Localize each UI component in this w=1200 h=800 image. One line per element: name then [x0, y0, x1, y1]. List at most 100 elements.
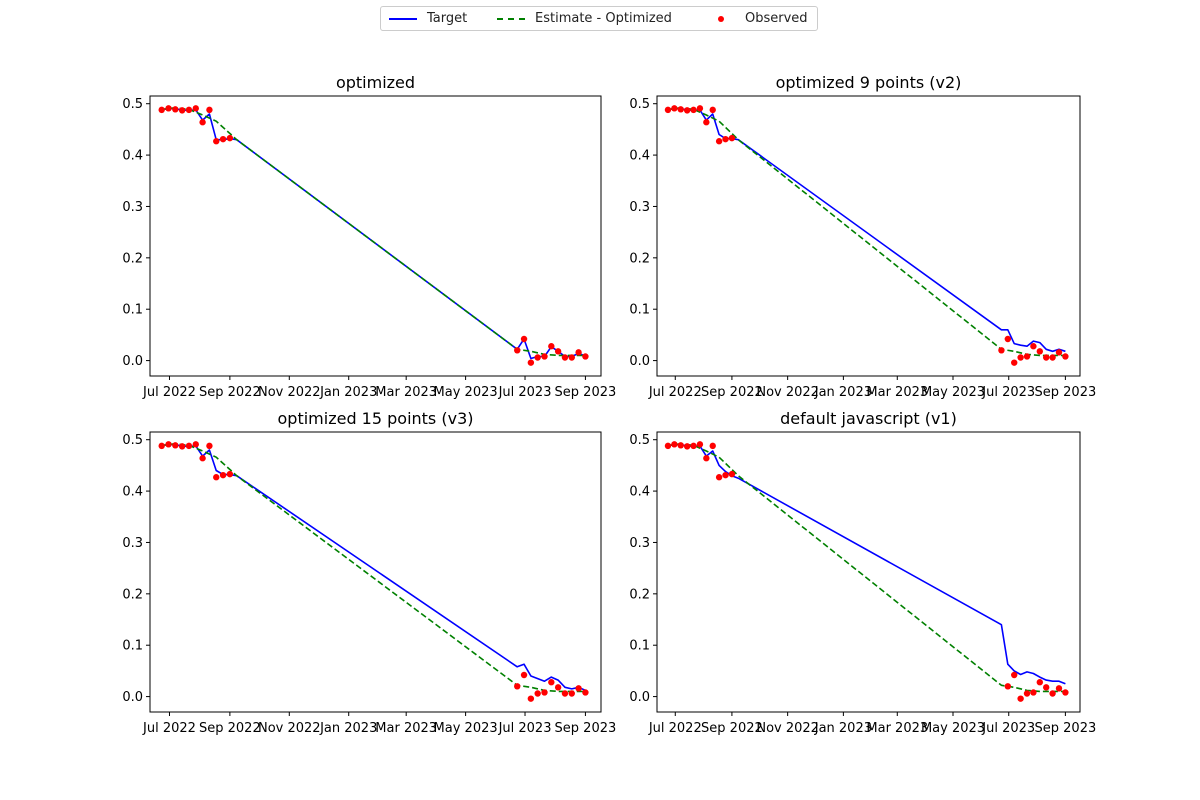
observed-point	[696, 441, 704, 448]
observed-point	[690, 442, 697, 450]
observed-point	[206, 106, 213, 114]
observed-point	[1062, 689, 1069, 696]
observed-point	[1049, 690, 1056, 697]
legend: Target Estimate - Optimized Observed	[380, 6, 818, 31]
observed-point	[709, 106, 716, 114]
x-tick-label: May 2023	[434, 721, 498, 736]
x-tick-label: Sep 2022	[701, 385, 763, 400]
x-tick-label: Mar 2023	[866, 385, 928, 400]
y-tick-label: 0.1	[629, 303, 650, 318]
subplot-4: default javascript (v1) 0.0 0.1 0.2 0.3 0.4 0.…	[629, 409, 1096, 736]
y-tick-label: 0.5	[122, 97, 143, 112]
observed-point	[213, 474, 220, 481]
observed-point	[715, 474, 723, 481]
plot-area	[664, 105, 1069, 366]
observed-point	[561, 690, 569, 697]
observed-point	[213, 138, 220, 145]
x-tick-label: Mar 2023	[375, 385, 437, 400]
observed-point	[178, 107, 186, 114]
observed-point	[1011, 359, 1018, 366]
observed-point	[172, 442, 179, 449]
observed-point	[527, 695, 535, 702]
observed-point	[1030, 343, 1037, 350]
subplot-title: default javascript (v1)	[780, 409, 957, 428]
legend-solid-line-icon	[389, 17, 417, 20]
subplot-title: optimized 9 points (v2)	[776, 73, 962, 92]
subplot-title: optimized	[336, 73, 415, 92]
x-tick-label: Mar 2023	[375, 721, 437, 736]
y-tick-label: 0.2	[629, 251, 650, 266]
x-tick-label: Mar 2023	[866, 721, 928, 736]
observed-point	[677, 442, 684, 449]
observed-point	[158, 106, 165, 114]
target-series-line	[667, 107, 1066, 353]
y-tick-label: 0.1	[629, 639, 650, 654]
axes-frame	[656, 95, 1081, 377]
y-tick-label: 0.0	[122, 354, 143, 369]
observed-point	[199, 455, 206, 462]
observed-point	[199, 119, 206, 126]
observed-point	[582, 689, 589, 696]
y-tick-label: 0.4	[122, 485, 143, 500]
y-tick-label: 0.4	[629, 149, 650, 164]
observed-point	[541, 353, 548, 360]
x-tick-label: Sep 2023	[555, 721, 617, 736]
observed-point	[1062, 353, 1069, 360]
subplot-3: optimized 15 points (v3) 0.0 0.1 0.2 0.3 0.4 0…	[122, 409, 616, 736]
observed-point	[683, 443, 691, 450]
y-tick-label: 0.4	[629, 485, 650, 500]
observed-point	[715, 138, 723, 145]
plot-area	[664, 441, 1069, 702]
x-tick-label: Sep 2022	[199, 721, 261, 736]
observed-point	[165, 105, 172, 112]
x-tick-label: Nov 2022	[756, 385, 819, 400]
legend-entry-observed: Observed	[707, 7, 808, 30]
y-tick-label: 0.0	[122, 690, 143, 705]
observed-point	[1055, 349, 1063, 356]
y-tick-label: 0.5	[629, 433, 650, 448]
axes-frame	[149, 431, 602, 713]
y-tick-label: 0.2	[122, 251, 143, 266]
x-tick-label: Nov 2022	[756, 721, 819, 736]
estimate-series-line	[667, 107, 1066, 357]
observed-point	[722, 135, 729, 143]
x-tick-label: Nov 2022	[258, 721, 321, 736]
legend-entry-target: Target	[389, 7, 467, 30]
observed-point	[703, 119, 710, 126]
observed-point	[683, 107, 691, 114]
observed-point	[520, 335, 528, 343]
target-series-line	[667, 443, 1066, 685]
x-tick-label: Sep 2023	[555, 385, 617, 400]
observed-point	[1023, 690, 1031, 697]
observed-point	[671, 105, 678, 112]
target-series-line	[161, 107, 586, 360]
observed-point	[534, 690, 541, 697]
y-tick-label: 0.3	[122, 536, 143, 551]
observed-point	[520, 671, 528, 679]
x-tick-label: Jan 2023	[814, 385, 872, 400]
observed-point	[554, 348, 562, 355]
axes-frame	[149, 95, 602, 377]
observed-point	[541, 689, 548, 696]
observed-point	[728, 470, 736, 478]
y-tick-label: 0.2	[122, 587, 143, 602]
legend-label-observed: Observed	[745, 11, 808, 26]
observed-point	[664, 442, 672, 450]
observed-point	[1004, 335, 1012, 343]
x-tick-label: Sep 2023	[1035, 385, 1097, 400]
x-tick-label: Jul 2022	[648, 385, 702, 400]
observed-point	[1042, 684, 1050, 691]
estimate-series-line	[161, 107, 586, 357]
x-tick-label: Jan 2023	[319, 721, 377, 736]
y-tick-label: 0.3	[629, 536, 650, 551]
observed-point	[185, 442, 193, 450]
subplot-2: optimized 9 points (v2) 0.0 0.1 0.2 0.3 0.4 0.…	[629, 73, 1096, 400]
plot-area	[158, 441, 589, 702]
x-tick-label: May 2023	[921, 721, 985, 736]
legend-dot-icon	[718, 15, 724, 22]
observed-point	[226, 470, 234, 478]
observed-point	[582, 353, 589, 360]
y-tick-label: 0.0	[629, 690, 650, 705]
x-tick-label: Sep 2022	[199, 385, 261, 400]
